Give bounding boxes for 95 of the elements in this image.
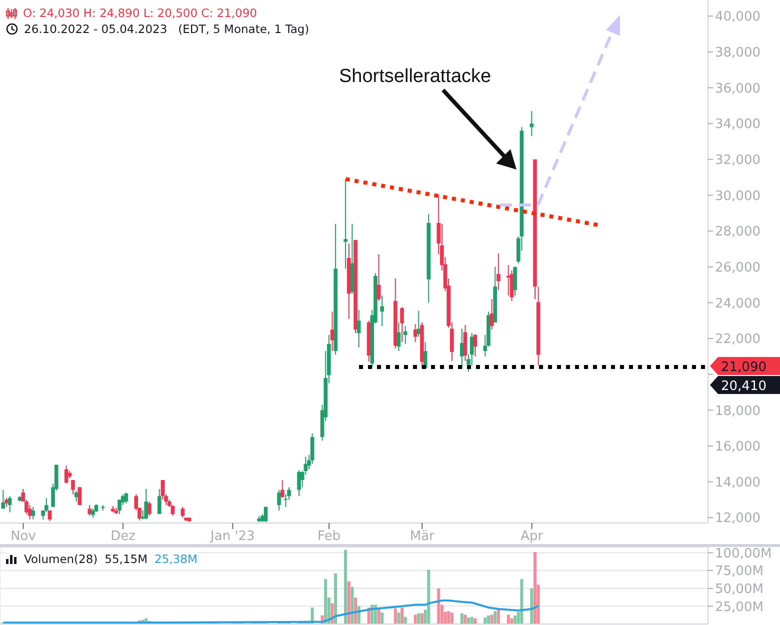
x-tick-label: Nov (10, 529, 36, 544)
candlestick (473, 334, 478, 357)
bar (484, 618, 487, 624)
bar (420, 613, 424, 624)
y-tick-label: 38,000 (715, 46, 760, 61)
bar (354, 598, 357, 624)
bar (417, 613, 420, 624)
bar (404, 616, 407, 624)
x-tick-label: Jan '23 (210, 529, 255, 544)
line-series (2, 599, 540, 624)
bar (427, 570, 430, 624)
candlestick (71, 480, 75, 495)
candlestick (78, 486, 82, 506)
candlestick (380, 295, 384, 326)
candlestick (530, 110, 534, 137)
x-tick-label: Apr (520, 529, 544, 544)
y-tick-label: 28,000 (715, 224, 760, 240)
y-tick-label: 50,00M (715, 582, 764, 597)
y-tick-label: 14,000 (715, 475, 760, 490)
bar (490, 614, 494, 624)
annotation: Shortsellerattacke (339, 66, 492, 87)
candlestick (157, 488, 162, 515)
annotation: 55,15M (104, 551, 148, 567)
candlestick (344, 178, 348, 270)
bar (437, 588, 440, 624)
candlestick (513, 266, 517, 296)
x-tick-label: Dez (110, 529, 136, 544)
text: O: 24,030 H: 24,890 L: 20,500 C: 21,090 (23, 5, 257, 21)
candlestick (31, 506, 35, 520)
y-tick-label: 18,000 (715, 404, 760, 419)
candlestick (396, 322, 401, 352)
y-tick-label: 30,000 (715, 188, 760, 204)
y-tick-label: 75,00M (715, 564, 764, 580)
bar (324, 579, 328, 624)
bar (470, 616, 474, 624)
candlestick (280, 480, 284, 498)
bar (467, 618, 470, 624)
bar (460, 613, 464, 624)
y-tick-label: 25,00M (715, 600, 764, 615)
candlestick (277, 489, 281, 511)
candlestick (403, 325, 408, 344)
candlestick (8, 496, 12, 513)
bar (514, 615, 517, 624)
bar (397, 612, 400, 624)
bar (347, 581, 350, 624)
candlestick (148, 501, 152, 516)
candlestick (400, 306, 404, 343)
bar (344, 550, 348, 624)
bar (394, 608, 397, 624)
y-tick-label: 24,000 (715, 296, 760, 312)
y-tick-label: 100,00M (715, 546, 772, 562)
bar (520, 579, 524, 624)
y-tick-label: 40,000 (715, 10, 760, 25)
y-tick-label: 26,000 (715, 260, 760, 276)
bar (450, 612, 454, 624)
candlestick (264, 506, 268, 523)
candlestick (180, 506, 185, 518)
candlestick (496, 252, 500, 291)
candlestick (144, 488, 148, 520)
text: Volumen(28) (24, 551, 98, 567)
candlestick (88, 504, 92, 516)
y-tick-label: 16,000 (715, 440, 760, 455)
y-tick-label: 36,000 (715, 81, 760, 96)
x-tick-label: Feb (318, 529, 341, 544)
candlestick (376, 254, 381, 302)
candlestick (460, 328, 464, 370)
candlestick (124, 492, 128, 504)
bar (350, 586, 354, 624)
text: 21,090 (721, 360, 766, 375)
candlestick (297, 470, 301, 497)
bar (464, 614, 467, 624)
candlestick (470, 332, 474, 366)
bar (414, 614, 417, 624)
bar (334, 573, 338, 624)
text: 20,410 (721, 379, 766, 394)
candlestick (44, 497, 48, 513)
bar (533, 552, 536, 624)
bar (530, 588, 534, 624)
y-tick-label: 34,000 (715, 117, 760, 132)
y-tick-label: 22,000 (715, 332, 760, 348)
annotation: 25,38M (154, 551, 198, 567)
bar (506, 614, 510, 624)
candlestick (356, 309, 361, 348)
candlestick (413, 324, 418, 343)
bar (496, 610, 500, 624)
bar (494, 611, 497, 624)
bar (400, 608, 404, 624)
bar (447, 611, 450, 624)
bar (380, 612, 384, 624)
x-tick-label: Mär (410, 529, 436, 544)
y-tick-label: 12,000 (715, 511, 760, 526)
text: 26.10.2022 - 05.04.2023 (EDT, 5 Monate, 1 Tag) (24, 21, 310, 37)
y-tick-label: 32,000 (715, 153, 760, 168)
bar (486, 615, 490, 624)
candlestick (463, 324, 468, 362)
